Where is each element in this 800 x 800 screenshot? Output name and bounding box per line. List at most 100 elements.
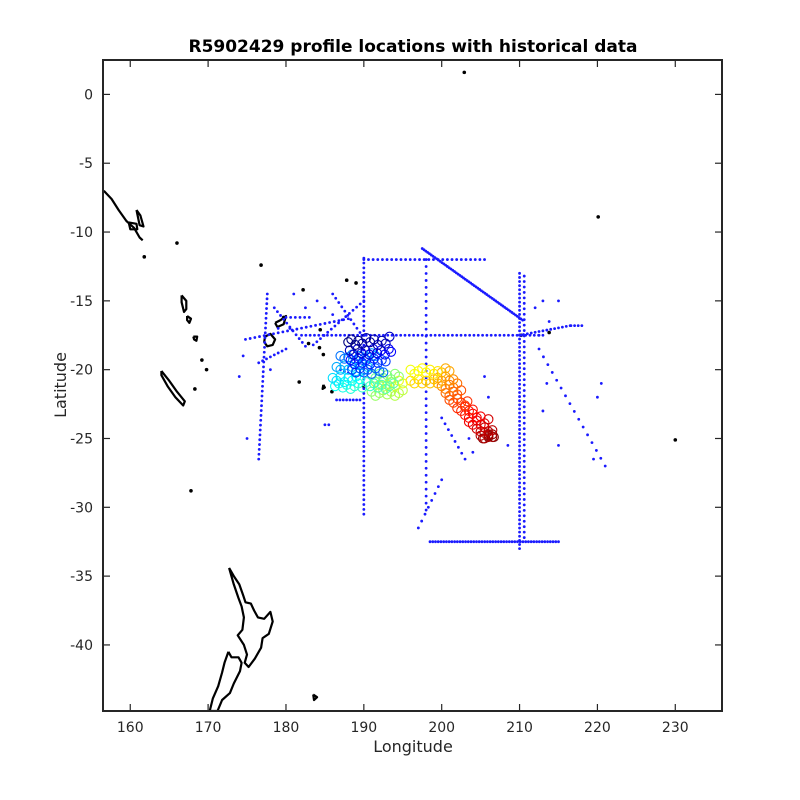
historical-profile-point bbox=[331, 292, 335, 296]
historical-profile-point bbox=[276, 351, 280, 355]
historical-profile-point bbox=[518, 374, 521, 378]
historical-profile-point bbox=[541, 299, 545, 303]
historical-profile-point bbox=[338, 398, 342, 402]
historical-profile-point bbox=[522, 410, 526, 414]
historical-profile-point bbox=[535, 540, 539, 544]
historical-profile-point bbox=[340, 305, 344, 309]
historical-profile-point bbox=[522, 438, 526, 441]
historical-profile-point bbox=[424, 432, 428, 435]
historical-profile-point bbox=[323, 423, 327, 427]
historical-profile-point bbox=[261, 384, 264, 388]
historical-profile-point bbox=[362, 324, 366, 328]
historical-profile-point bbox=[362, 445, 366, 448]
historical-profile-point bbox=[518, 349, 521, 353]
historical-profile-point bbox=[518, 292, 521, 296]
historical-profile-point bbox=[259, 418, 263, 422]
historical-profile-point bbox=[334, 296, 338, 300]
historical-profile-point bbox=[257, 452, 261, 456]
historical-profile-point bbox=[285, 321, 289, 325]
historical-profile-point bbox=[279, 314, 282, 317]
historical-profile-point bbox=[522, 372, 526, 376]
y-tick-label: -40 bbox=[70, 638, 93, 654]
historical-profile-point bbox=[362, 387, 366, 391]
historical-profile-point bbox=[241, 354, 245, 358]
historical-profile-point bbox=[518, 395, 521, 398]
historical-profile-point bbox=[459, 333, 463, 337]
x-tick-label: 190 bbox=[350, 720, 377, 736]
historical-profile-point bbox=[288, 326, 292, 330]
historical-profile-point bbox=[443, 422, 447, 426]
historical-profile-point bbox=[362, 425, 366, 429]
historical-profile-point bbox=[518, 403, 521, 407]
historical-profile-point bbox=[463, 457, 467, 461]
y-tick-label: -5 bbox=[79, 156, 93, 172]
historical-profile-point bbox=[603, 464, 607, 468]
historical-profile-point bbox=[518, 456, 521, 460]
coastline-vanuatu-espiritu bbox=[180, 294, 188, 313]
historical-profile-point bbox=[261, 375, 265, 378]
historical-profile-point bbox=[590, 441, 594, 445]
historical-profile-point bbox=[424, 439, 428, 442]
historical-profile-point bbox=[522, 449, 526, 452]
float-profile-marker bbox=[331, 361, 342, 372]
historical-profile-point bbox=[564, 394, 567, 398]
float-profile-marker bbox=[345, 354, 356, 366]
historical-profile-point bbox=[518, 354, 521, 357]
historical-profile-point bbox=[469, 258, 472, 261]
x-tick-label: 170 bbox=[195, 720, 222, 736]
x-tick-label: 180 bbox=[273, 720, 300, 736]
historical-profile-point bbox=[518, 473, 521, 477]
historical-profile-point bbox=[358, 398, 362, 402]
historical-profile-point bbox=[362, 507, 366, 511]
historical-profile-point bbox=[557, 540, 560, 544]
historical-profile-point bbox=[451, 333, 454, 337]
float-profile-marker bbox=[347, 364, 358, 375]
historical-profile-point bbox=[518, 325, 521, 329]
historical-profile-point bbox=[362, 435, 366, 439]
y-tick-label: -35 bbox=[70, 569, 93, 585]
historical-profile-point bbox=[429, 333, 433, 337]
historical-profile-point bbox=[423, 512, 427, 516]
historical-profile-point bbox=[518, 329, 521, 333]
historical-profile-point bbox=[424, 265, 428, 268]
historical-profile-point bbox=[424, 327, 428, 331]
islet bbox=[193, 387, 197, 391]
historical-profile-point bbox=[568, 402, 572, 406]
historical-profile-point bbox=[362, 261, 366, 265]
historical-profile-point bbox=[522, 421, 526, 425]
historical-profile-point bbox=[323, 306, 327, 310]
historical-profile-point bbox=[522, 383, 526, 387]
historical-profile-point bbox=[358, 302, 362, 306]
historical-profile-point bbox=[522, 487, 526, 490]
historical-profile-point bbox=[424, 446, 428, 449]
islet bbox=[200, 358, 204, 362]
historical-profile-point bbox=[337, 319, 341, 323]
historical-profile-point bbox=[507, 333, 510, 337]
x-tick-label: 220 bbox=[584, 720, 611, 736]
coastline-tongatapu bbox=[321, 384, 326, 390]
plot-frame bbox=[102, 59, 723, 712]
historical-profile-point bbox=[424, 341, 428, 345]
historical-profile-point bbox=[371, 258, 375, 261]
historical-profile-point bbox=[455, 540, 459, 544]
historical-profile-point bbox=[522, 389, 526, 392]
historical-profile-point bbox=[518, 514, 521, 518]
historical-profile-point bbox=[518, 304, 521, 308]
historical-profile-point bbox=[477, 540, 481, 544]
historical-profile-point bbox=[518, 526, 521, 530]
historical-profile-point bbox=[532, 540, 536, 544]
historical-profile-point bbox=[348, 398, 352, 402]
historical-profile-point bbox=[532, 333, 536, 337]
historical-profile-point bbox=[309, 324, 313, 328]
historical-profile-point bbox=[424, 355, 428, 359]
historical-profile-point bbox=[362, 411, 366, 415]
historical-profile-point bbox=[276, 310, 279, 313]
historical-profile-point bbox=[345, 398, 348, 402]
historical-profile-point bbox=[362, 285, 366, 289]
historical-profile-point bbox=[338, 333, 342, 337]
historical-profile-point bbox=[450, 540, 454, 544]
float-profile-marker bbox=[386, 346, 397, 357]
historical-profile-point bbox=[518, 432, 521, 435]
historical-profile-point bbox=[518, 337, 521, 341]
historical-profile-point bbox=[522, 432, 526, 436]
